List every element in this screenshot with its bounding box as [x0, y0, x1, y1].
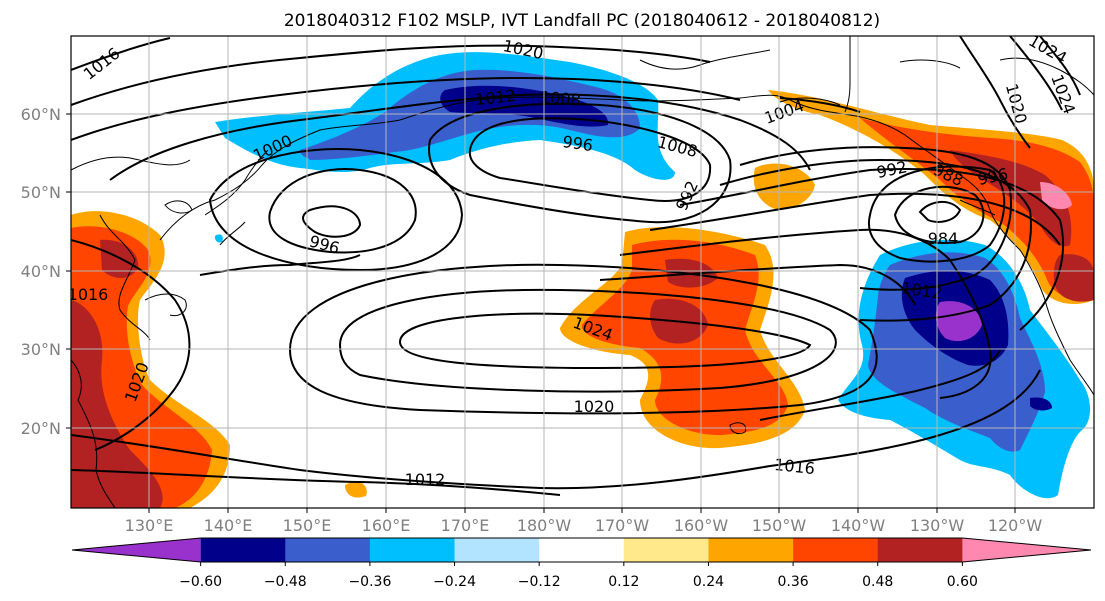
colorbar-swatch-2 — [285, 538, 371, 562]
lon-tick-label-1: 140°E — [204, 516, 253, 535]
isobar-label-996-bering: 996 — [561, 132, 594, 155]
colorbar-swatch-8 — [793, 538, 879, 562]
lon-tick-label-9: 140°W — [831, 516, 886, 535]
lon-tick-label-6: 170°W — [595, 516, 650, 535]
lat-tick-label-1: 30°N — [21, 340, 61, 359]
isobar-label-1008-bering: 1008 — [539, 87, 581, 109]
colorbar-extend-low — [72, 538, 201, 562]
colorbar-swatch-3 — [369, 538, 456, 562]
ivt-positive-bc-max — [1040, 182, 1072, 210]
isobar-label-1016-south: 1016 — [773, 455, 815, 478]
isobar-label-1012-bering: 1012 — [474, 86, 516, 109]
colorbar-swatch-7 — [708, 538, 794, 562]
colorbar-label-0: −0.60 — [179, 574, 222, 590]
ivt-positive-bc-south — [1053, 254, 1094, 302]
ivt-positive-bc-inner — [950, 150, 1072, 247]
colorbar-swatch-6 — [623, 538, 709, 562]
colorbar-label-1: −0.48 — [264, 574, 307, 590]
isobar-label-1016-west: 1016 — [68, 285, 109, 304]
ivt-negative-east-blob — [1030, 397, 1052, 411]
lon-tick-label-0: 130°E — [125, 516, 174, 535]
lon-tick-label-5: 180°W — [517, 516, 572, 535]
colorbar-swatch-9 — [877, 538, 963, 562]
colorbar-label-6: 0.24 — [693, 574, 724, 590]
colorbar-swatch-1 — [200, 538, 286, 562]
lon-tick-label-11: 120°W — [988, 516, 1043, 535]
colorbar-label-7: 0.36 — [778, 574, 809, 590]
colorbar-swatch-4 — [454, 538, 540, 562]
isobar-label-1012-south: 1012 — [405, 470, 446, 489]
colorbar-label-2: −0.36 — [348, 574, 391, 590]
ivt-positive-west-inner — [71, 300, 163, 508]
ivt-small-blob-kamchatka — [214, 234, 223, 243]
colorbar-label-9: 0.60 — [947, 574, 978, 590]
isobars — [71, 36, 1081, 496]
lon-tick-label-8: 150°W — [752, 516, 807, 535]
colorbar-label-5: 0.12 — [608, 574, 639, 590]
map-panel: 1016 1020 1012 1008 996 1008 1004 1024 1… — [68, 35, 1095, 509]
ivt-positive-bc-mid — [860, 118, 1094, 301]
isobar-labels: 1016 1020 1012 1008 996 1008 1004 1024 1… — [68, 36, 1079, 489]
lon-tick-label-3: 160°E — [362, 516, 411, 535]
longitude-ticks: 130°E 140°E 150°E 160°E 170°E 180°W 170°W 160°W… — [125, 508, 1043, 535]
lat-tick-label-0: 20°N — [21, 419, 61, 438]
isobar-label-1020-south: 1020 — [574, 397, 615, 416]
colorbar-swatch-5 — [539, 538, 625, 562]
lon-tick-label-2: 150°E — [283, 516, 332, 535]
ivt-small-blob-160e — [345, 482, 367, 498]
map-frame — [70, 35, 1095, 509]
latitude-ticks: 20°N 30°N 40°N 50°N 60°N — [21, 105, 71, 438]
lon-tick-label-7: 160°W — [674, 516, 729, 535]
ivt-shading — [71, 52, 1094, 508]
colorbar: −0.60 −0.48 −0.36 −0.24 −0.12 0.12 0.24 0.36 0.4… — [71, 537, 1092, 590]
lat-tick-label-4: 60°N — [21, 105, 61, 124]
ivt-positive-gulf-blob — [753, 163, 815, 210]
colorbar-label-4: −0.12 — [518, 574, 561, 590]
lon-tick-label-4: 170°E — [441, 516, 490, 535]
colorbar-label-3: −0.24 — [433, 574, 476, 590]
lon-tick-label-10: 130°W — [910, 516, 965, 535]
lat-tick-label-2: 40°N — [21, 262, 61, 281]
lat-tick-label-3: 50°N — [21, 183, 61, 202]
figure-title: 2018040312 F102 MSLP, IVT Landfall PC (2… — [284, 11, 880, 31]
gridlines — [71, 36, 1094, 508]
coastlines — [70, 36, 1095, 509]
colorbar-extend-high — [962, 538, 1091, 562]
isobar-label-984-low: 984 — [928, 229, 959, 248]
colorbar-label-8: 0.48 — [862, 574, 893, 590]
